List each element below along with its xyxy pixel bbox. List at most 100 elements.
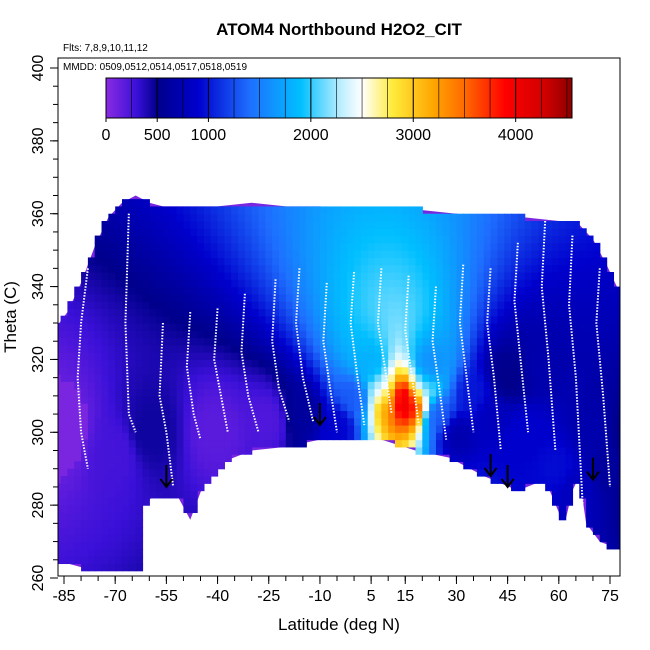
heatmap-cell xyxy=(333,286,342,295)
heatmap-cell xyxy=(224,330,232,339)
heatmap-cell xyxy=(565,344,574,353)
heatmap-cell xyxy=(115,250,123,259)
heatmap-cell xyxy=(251,272,260,280)
heatmap-cell xyxy=(67,483,75,492)
heatmap-cell xyxy=(176,439,185,448)
heatmap-cell xyxy=(456,286,464,295)
heatmap-cell xyxy=(190,461,198,470)
heatmap-cell xyxy=(81,381,89,390)
heatmap-cell xyxy=(183,446,191,455)
x-axis-label: Latitude (deg N) xyxy=(278,615,400,634)
heatmap-cell xyxy=(108,534,116,543)
heatmap-cell xyxy=(572,352,580,361)
heatmap-cell xyxy=(517,213,526,222)
heatmap-cell xyxy=(504,366,512,375)
heatmap-cell xyxy=(313,359,321,368)
heatmap-cell xyxy=(258,250,266,259)
heatmap-cell xyxy=(203,468,212,477)
heatmap-cell xyxy=(634,505,641,513)
heatmap-cell xyxy=(422,213,430,222)
heatmap-cell xyxy=(415,330,423,339)
heatmap-cell xyxy=(190,476,198,484)
heatmap-cell xyxy=(572,293,580,302)
heatmap-cell xyxy=(326,395,335,404)
heatmap-cell xyxy=(190,323,198,331)
heatmap-cell xyxy=(538,417,546,426)
heatmap-cell xyxy=(360,235,369,244)
heatmap-cell xyxy=(606,497,615,506)
heatmap-cell xyxy=(128,512,137,521)
heatmap-cell xyxy=(374,366,382,375)
heatmap-cell xyxy=(634,418,641,426)
heatmap-cell xyxy=(74,527,82,535)
heatmap-cell xyxy=(87,512,96,521)
heatmap-cell xyxy=(395,410,403,419)
heatmap-cell xyxy=(347,206,355,215)
heatmap-cell xyxy=(483,344,492,353)
heatmap-cell xyxy=(162,432,171,441)
heatmap-cell xyxy=(558,395,567,404)
heatmap-cell xyxy=(463,272,471,280)
heatmap-cell xyxy=(641,483,648,491)
heatmap-cell xyxy=(374,286,382,295)
heatmap-cell xyxy=(511,388,519,397)
heatmap-cell xyxy=(128,293,137,302)
heatmap-cell xyxy=(408,439,417,448)
heatmap-cell xyxy=(476,293,485,302)
heatmap-cell xyxy=(463,242,471,251)
heatmap-cell xyxy=(238,417,246,426)
heatmap-cell xyxy=(579,250,587,259)
heatmap-cell xyxy=(319,279,328,288)
heatmap-cell xyxy=(244,344,253,353)
heatmap-cell xyxy=(67,519,75,528)
heatmap-cell xyxy=(258,366,266,375)
heatmap-cell xyxy=(641,461,648,469)
heatmap-cell xyxy=(142,395,150,404)
heatmap-cell xyxy=(606,366,615,375)
heatmap-cell xyxy=(265,374,273,382)
heatmap-cell xyxy=(592,272,601,280)
heatmap-cell xyxy=(122,242,130,251)
heatmap-cell xyxy=(319,235,328,244)
heatmap-cell xyxy=(476,257,485,266)
heatmap-cell xyxy=(169,439,178,448)
heatmap-cell xyxy=(326,388,335,397)
heatmap-cell xyxy=(579,242,587,251)
heatmap-cell xyxy=(169,490,178,499)
heatmap-cell xyxy=(108,221,116,229)
heatmap-cell xyxy=(586,497,594,506)
heatmap-cell xyxy=(128,235,137,244)
heatmap-cell xyxy=(401,381,410,390)
heatmap-cell xyxy=(586,286,594,295)
heatmap-cell xyxy=(231,337,239,346)
heatmap-cell xyxy=(572,439,580,448)
heatmap-cell xyxy=(476,301,485,310)
heatmap-cell xyxy=(524,330,533,339)
heatmap-cell xyxy=(313,206,321,215)
heatmap-cell xyxy=(231,446,239,455)
heatmap-cell xyxy=(94,505,103,514)
heatmap-cell xyxy=(238,257,246,266)
heatmap-cell xyxy=(490,417,498,426)
heatmap-cell xyxy=(94,541,103,550)
arrow-head xyxy=(313,416,327,427)
heatmap-cell xyxy=(203,257,212,266)
heatmap-cell xyxy=(613,403,620,412)
heatmap-cell xyxy=(490,344,498,353)
heatmap-cell xyxy=(81,534,89,543)
heatmap-cell xyxy=(586,468,594,477)
heatmap-cell xyxy=(347,395,355,404)
heatmap-cell xyxy=(156,490,164,499)
heatmap-cell xyxy=(599,366,608,375)
heatmap-cell xyxy=(251,279,260,288)
heatmap-cell xyxy=(579,228,587,237)
heatmap-cell xyxy=(470,410,478,419)
heatmap-cell xyxy=(251,250,260,259)
heatmap-cell xyxy=(251,381,260,390)
heatmap-cell xyxy=(285,301,294,310)
heatmap-cell xyxy=(551,235,560,244)
heatmap-cell xyxy=(627,469,634,477)
heatmap-cell xyxy=(190,293,198,302)
heatmap-cell xyxy=(292,395,301,404)
heatmap-cell xyxy=(122,454,130,463)
